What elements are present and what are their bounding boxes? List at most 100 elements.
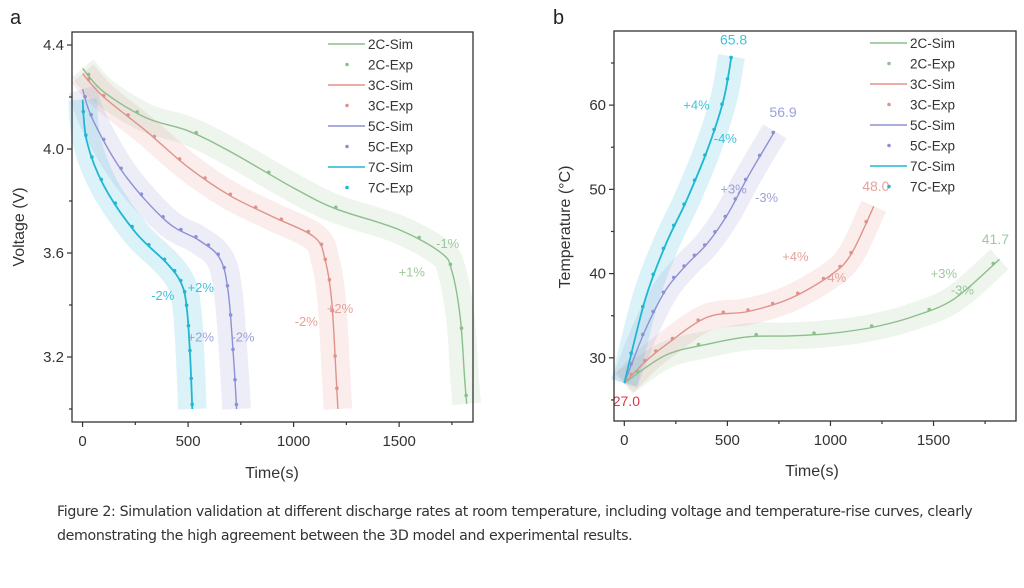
- legend-label: 7C-Exp: [368, 181, 413, 196]
- exp-point-5C: [101, 137, 106, 142]
- legend-marker-2C: [345, 62, 349, 67]
- legend-label: 3C-Sim: [368, 78, 413, 93]
- exp-point-3C: [796, 291, 800, 296]
- legend-label: 2C-Sim: [910, 36, 955, 51]
- exp-point-3C: [746, 308, 750, 312]
- legend-marker-7C: [345, 185, 349, 190]
- exp-point-5C: [161, 215, 165, 219]
- value-label: 48.0: [862, 178, 889, 194]
- exp-point-3C: [721, 310, 726, 315]
- exp-point-5C: [702, 243, 707, 247]
- exp-point-3C: [177, 157, 182, 161]
- exp-point-2C: [464, 393, 468, 398]
- x-tick-label: 1000: [814, 432, 847, 449]
- exp-point-3C: [333, 354, 337, 358]
- exp-point-7C: [147, 243, 151, 247]
- value-label: 41.7: [982, 231, 1009, 247]
- exp-point-5C: [225, 284, 230, 288]
- y-axis-ticks: 3.2 3.6 4.0 4.4: [43, 37, 72, 410]
- legend-label: 3C-Sim: [910, 77, 955, 92]
- exp-point-5C: [661, 290, 666, 295]
- panel-letter-b: b: [553, 7, 564, 29]
- deviation-label: +2%: [188, 280, 215, 295]
- y-axis-ticks: 30 40 50 60: [589, 62, 614, 401]
- deviation-label: -3%: [755, 190, 779, 205]
- sim-line-7C: [81, 99, 194, 410]
- exp-point-7C: [682, 202, 686, 206]
- legend-marker-3C: [345, 103, 349, 108]
- exp-point-2C: [459, 326, 464, 331]
- legend-label: 5C-Sim: [910, 118, 955, 133]
- exp-point-5C: [713, 230, 717, 234]
- exp-point-7C: [190, 402, 194, 407]
- exp-point-5C: [233, 377, 237, 382]
- exp-point-3C: [319, 242, 324, 247]
- exp-point-3C: [770, 301, 775, 306]
- exp-point-7C: [172, 268, 177, 273]
- exp-point-7C: [672, 223, 676, 228]
- exp-point-5C: [641, 332, 645, 337]
- y-tick-label: 3.2: [43, 349, 64, 366]
- exp-point-2C: [135, 110, 139, 114]
- value-label: 27.0: [613, 393, 640, 409]
- legend-label: 7C-Sim: [910, 159, 955, 174]
- y-tick-label: 60: [589, 97, 606, 114]
- exp-point-7C: [712, 127, 716, 132]
- exp-point-3C: [838, 264, 842, 269]
- exp-point-3C: [327, 277, 332, 282]
- exp-point-3C: [253, 205, 258, 209]
- exp-point-3C: [330, 309, 335, 313]
- plot-frame: [71, 31, 474, 423]
- band-3C: [71, 64, 353, 410]
- legend-marker-2C: [887, 61, 891, 66]
- exp-point-7C: [651, 272, 655, 277]
- exp-point-7C: [725, 77, 730, 81]
- exp-point-7C: [184, 303, 189, 308]
- exp-point-7C: [661, 246, 666, 251]
- x-tick-label: 500: [176, 433, 201, 450]
- sim-line-2C: [623, 258, 1000, 384]
- exp-point-3C: [126, 113, 130, 117]
- deviation-label: -4%: [714, 131, 738, 146]
- exp-point-5C: [206, 243, 211, 247]
- deviation-label: +1%: [399, 264, 426, 279]
- deviation-label: +3%: [931, 266, 958, 281]
- annotations: 65.8 56.9 48.0 41.7 27.0 +4% -4% +3% -3% +4% -4% +3…: [613, 31, 1009, 408]
- exp-point-7C: [629, 351, 633, 356]
- exp-point-3C: [670, 336, 675, 341]
- figure-caption: Figure 2: Simulation validation at diffe…: [57, 504, 973, 544]
- deviation-label: -1%: [436, 236, 460, 251]
- sim-line-3C: [82, 73, 339, 410]
- band-3C: [614, 200, 886, 393]
- exp-point-7C: [720, 102, 724, 106]
- legend-marker-7C: [887, 184, 891, 189]
- y-tick-label: 3.6: [43, 245, 64, 262]
- value-label: 65.8: [720, 31, 747, 47]
- x-tick-label: 0: [620, 432, 628, 449]
- exp-point-5C: [139, 192, 144, 196]
- exp-point-3C: [228, 192, 233, 197]
- plot-frame: [613, 30, 1017, 422]
- exp-point-3C: [101, 93, 106, 98]
- exp-point-7C: [99, 177, 104, 182]
- exp-point-7C: [729, 55, 733, 60]
- legend-marker-5C: [345, 144, 349, 149]
- y-tick-label: 40: [589, 266, 606, 283]
- exp-point-2C: [696, 342, 701, 347]
- annotations: -2% +2% +2% -2% -2% +2% -1% +1%: [151, 236, 459, 345]
- legend-label: 2C-Sim: [368, 37, 413, 52]
- exp-point-3C: [696, 318, 700, 323]
- exp-point-5C: [743, 177, 748, 182]
- exp-point-7C: [90, 155, 94, 159]
- exp-point-2C: [812, 331, 816, 336]
- exp-point-5C: [222, 265, 226, 270]
- exp-point-2C: [86, 72, 91, 77]
- exp-point-5C: [89, 112, 93, 117]
- legend-label: 2C-Exp: [910, 57, 955, 72]
- figure: a -2%+2%+2% -2%-2%+2%-1%+1% 0 500 1000 1500 …: [10, 7, 1017, 482]
- exp-point-3C: [203, 176, 207, 180]
- exp-point-7C: [162, 257, 167, 262]
- exp-point-5C: [629, 362, 633, 366]
- y-tick-label: 4.0: [43, 141, 64, 158]
- exp-point-5C: [234, 402, 239, 407]
